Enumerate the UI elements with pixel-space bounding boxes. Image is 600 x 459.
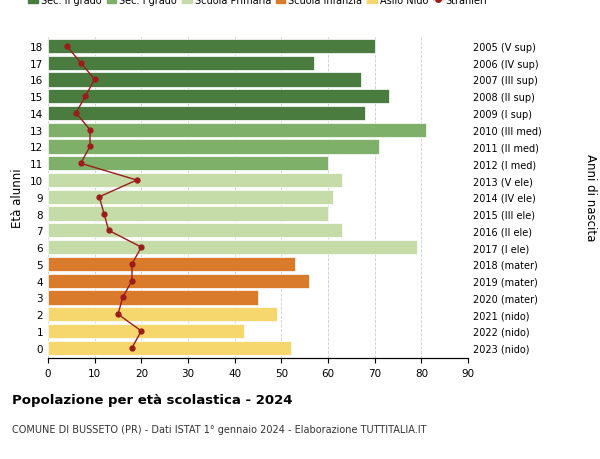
- Bar: [48, 106, 365, 121]
- Y-axis label: Età alunni: Età alunni: [11, 168, 25, 227]
- Bar: [48, 224, 342, 238]
- Bar: [48, 274, 310, 288]
- Bar: [48, 123, 426, 138]
- Bar: [48, 190, 332, 204]
- Bar: [48, 257, 295, 271]
- Bar: [48, 291, 258, 305]
- Bar: [48, 140, 379, 154]
- Bar: [48, 341, 290, 355]
- Bar: [48, 157, 328, 171]
- Bar: [48, 90, 389, 104]
- Bar: [48, 308, 277, 322]
- Bar: [48, 56, 314, 71]
- Bar: [48, 39, 374, 54]
- Bar: [48, 73, 361, 87]
- Bar: [48, 207, 328, 221]
- Bar: [48, 174, 342, 188]
- Text: COMUNE DI BUSSETO (PR) - Dati ISTAT 1° gennaio 2024 - Elaborazione TUTTITALIA.IT: COMUNE DI BUSSETO (PR) - Dati ISTAT 1° g…: [12, 424, 427, 434]
- Bar: [48, 324, 244, 338]
- Legend: Sec. II grado, Sec. I grado, Scuola Primaria, Scuola Infanzia, Asilo Nido, Stran: Sec. II grado, Sec. I grado, Scuola Prim…: [25, 0, 491, 10]
- Text: Anni di nascita: Anni di nascita: [584, 154, 597, 241]
- Text: Popolazione per età scolastica - 2024: Popolazione per età scolastica - 2024: [12, 393, 293, 406]
- Bar: [48, 241, 416, 255]
